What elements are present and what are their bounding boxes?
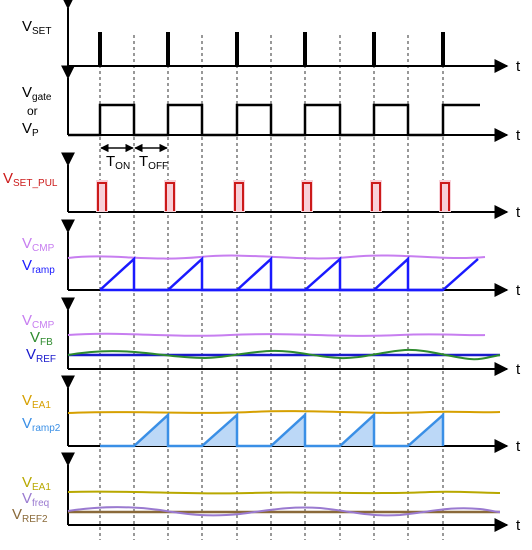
- t-axis-label: t: [516, 361, 521, 378]
- vea1-waveform: [67, 410, 501, 414]
- vset-label: VSET: [22, 18, 51, 37]
- vref-label: VREF: [26, 346, 56, 365]
- vgate-label: Vgate: [22, 84, 52, 103]
- t-axis-label: t: [516, 127, 521, 144]
- t-axis-label: t: [516, 438, 521, 455]
- vea1-bottom-waveform: [67, 490, 501, 495]
- vfreq-label: Vfreq: [22, 490, 49, 509]
- vgate-waveform: [68, 103, 480, 137]
- toff-label: TOFF: [139, 153, 168, 172]
- t-axis-label: t: [516, 517, 521, 534]
- vea1-bottom-label: VEA1: [22, 474, 51, 493]
- vsetpul-label: VSET_PUL: [3, 170, 58, 189]
- axes: t t t t t t t: [61, 0, 521, 534]
- vea1-label: VEA1: [22, 392, 51, 411]
- vsetpul-waveform: [96, 180, 451, 212]
- t-axis-label: t: [516, 58, 521, 75]
- vcmp2-waveform: [67, 332, 486, 337]
- vfb-label: VFB: [30, 329, 53, 348]
- ton-label: TON: [106, 153, 130, 172]
- vramp2-waveform: [100, 412, 445, 448]
- vset-waveform: [98, 32, 445, 66]
- vfreq-waveform: [67, 506, 501, 517]
- vcmp-waveform: [67, 254, 486, 260]
- vp-label: VP: [22, 120, 39, 139]
- vramp2-label: Vramp2: [22, 415, 61, 434]
- vcmp-label: VCMP: [22, 235, 55, 254]
- or-label: or: [27, 104, 38, 118]
- vramp-label: Vramp: [22, 257, 55, 276]
- t-axis-label: t: [516, 204, 521, 221]
- vcmp2-label: VCMP: [22, 312, 55, 331]
- vref2-label: VREF2: [12, 506, 48, 525]
- vfb-waveform: [67, 348, 501, 361]
- vramp-waveform: [99, 256, 479, 292]
- t-axis-label: t: [516, 282, 521, 299]
